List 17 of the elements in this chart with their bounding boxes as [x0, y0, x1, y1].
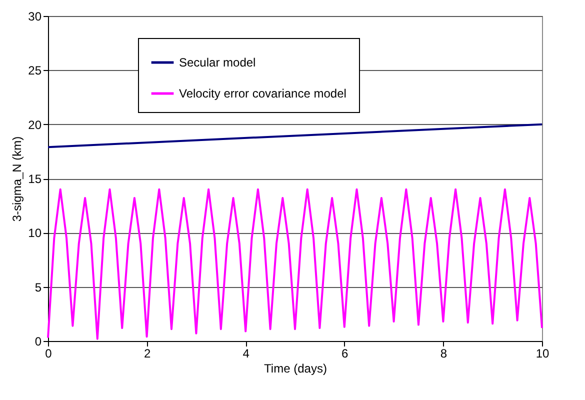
- y-tick-label: 5: [34, 280, 42, 294]
- legend-label: Secular model: [179, 56, 256, 70]
- y-axis-title: 3-sigma_N (km): [10, 136, 24, 222]
- y-tick-label: 20: [28, 118, 42, 132]
- x-tick-label: 6: [342, 346, 349, 360]
- y-tick-label: 30: [28, 10, 42, 24]
- legend-label: Velocity error covariance model: [179, 86, 346, 100]
- y-tick-label: 0: [34, 334, 42, 348]
- x-axis-title: Time (days): [264, 362, 327, 376]
- y-tick-label: 10: [28, 226, 42, 240]
- y-tick-label: 25: [28, 64, 42, 78]
- y-tick-label: 15: [28, 172, 42, 186]
- x-tick-label: 10: [536, 346, 550, 360]
- x-tick-label: 0: [45, 346, 52, 360]
- x-tick-label: 4: [242, 346, 250, 360]
- x-tick-label: 8: [440, 346, 448, 360]
- x-tick-label: 2: [144, 346, 151, 360]
